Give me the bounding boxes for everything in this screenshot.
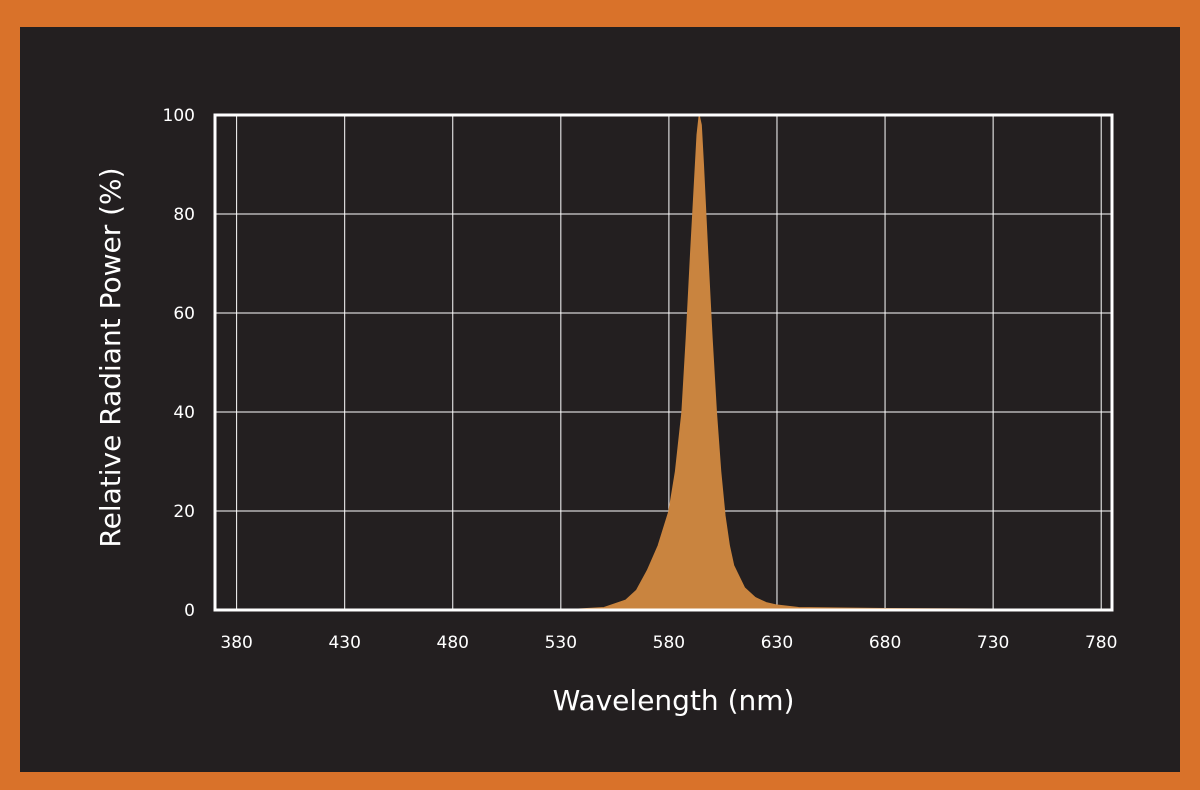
chart-panel [20, 27, 1180, 772]
x-tick-label: 780 [1085, 633, 1117, 653]
y-tick-label: 100 [163, 106, 195, 126]
x-tick-label: 430 [328, 633, 360, 653]
x-tick-label: 480 [437, 633, 469, 653]
y-tick-label: 0 [184, 601, 195, 621]
x-tick-label: 380 [220, 633, 252, 653]
y-axis-title: Relative Radiant Power (%) [94, 167, 127, 547]
x-tick-label: 630 [761, 633, 793, 653]
y-tick-label: 60 [173, 304, 195, 324]
y-tick-labels: 0 20 40 60 80 100 [163, 106, 195, 621]
y-tick-label: 20 [173, 502, 195, 522]
x-tick-label: 580 [653, 633, 685, 653]
plot-frame [213, 113, 1114, 612]
x-axis-title: Wavelength (nm) [553, 684, 795, 717]
x-tick-label: 680 [869, 633, 901, 653]
y-tick-label: 80 [173, 205, 195, 225]
x-tick-label: 530 [545, 633, 577, 653]
x-tick-label: 730 [977, 633, 1009, 653]
spectrum-series [215, 114, 1113, 611]
x-tick-labels: 380 430 480 530 580 630 680 730 780 [220, 633, 1117, 653]
spectrum-area [215, 114, 1113, 611]
y-tick-label: 40 [173, 403, 195, 423]
